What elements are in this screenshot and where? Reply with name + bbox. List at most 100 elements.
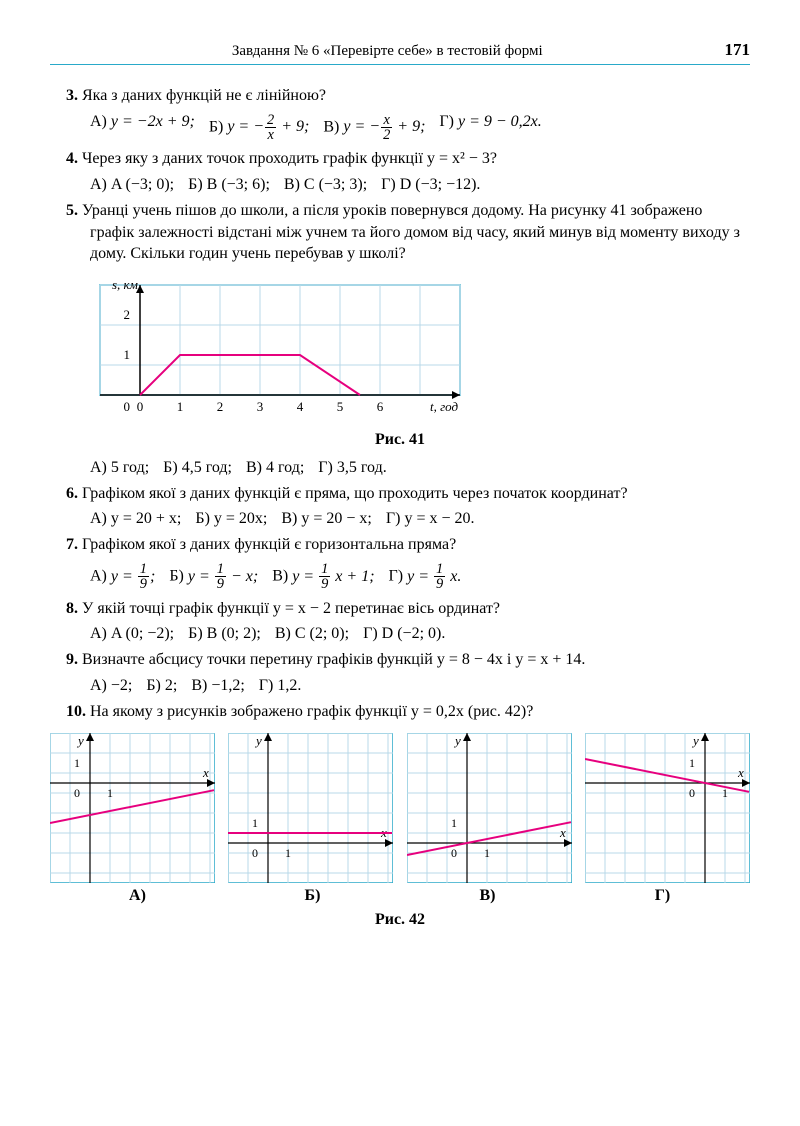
svg-text:x: x: [559, 825, 566, 840]
option-d: Г) y = 19 x.: [389, 562, 462, 592]
figure-42-panel-a: y x 0 1 1: [50, 733, 215, 883]
option-c: В) y = 20 − x;: [281, 510, 372, 528]
label-d: Г): [575, 887, 750, 905]
problem-number: 4.: [66, 150, 78, 167]
problem-number: 7.: [66, 536, 78, 553]
svg-text:y: y: [453, 733, 461, 748]
label-a: А): [50, 887, 225, 905]
problem-6: 6. Графіком якої з даних функцій є пряма…: [50, 483, 750, 505]
problem-text: Через яку з даних точок проходить графік…: [82, 150, 497, 167]
problem-text: Уранці учень пішов до школи, а після уро…: [82, 202, 740, 262]
problem-9: 9. Визначте абсцису точки перетину графі…: [50, 649, 750, 671]
option-b: Б) 4,5 год;: [163, 459, 232, 477]
problem-3: 3. Яка з даних функцій не є лінійною?: [50, 85, 750, 107]
option-c: В) y = 19 x + 1;: [272, 562, 374, 592]
figure-41-caption: Рис. 41: [50, 431, 750, 449]
option-a: А) A (−3; 0);: [90, 176, 174, 194]
option-b: Б) 2;: [146, 677, 177, 695]
problem-text: На якому з рисунків зображено графік фун…: [90, 703, 533, 720]
problem-text: Визначте абсцису точки перетину графіків…: [82, 651, 585, 668]
option-b: Б) B (−3; 6);: [188, 176, 270, 194]
svg-text:0: 0: [689, 786, 695, 800]
option-d: Г) 1,2.: [259, 677, 302, 695]
figure-42-labels: А) Б) В) Г): [50, 887, 750, 905]
option-b: Б) y = 20x;: [195, 510, 267, 528]
svg-text:0: 0: [124, 399, 131, 414]
label-c: В): [400, 887, 575, 905]
svg-text:4: 4: [297, 399, 304, 414]
figure-42-panel-d: yx011: [585, 733, 750, 883]
figure-42-panel-c: y x 0 1 1: [407, 733, 572, 883]
svg-text:5: 5: [337, 399, 344, 414]
svg-text:2: 2: [124, 307, 131, 322]
svg-text:1: 1: [484, 846, 490, 860]
problem-number: 9.: [66, 651, 78, 668]
svg-text:0: 0: [137, 399, 144, 414]
svg-text:1: 1: [285, 846, 291, 860]
figure-42-panels: y x 0 1 1 y x 0 1 1 y x 0 1 1 y x 0 1 1: [50, 733, 750, 883]
option-d: Г) y = x − 20.: [386, 510, 475, 528]
problem-8: 8. У якій точці графік функції y = x − 2…: [50, 598, 750, 620]
svg-text:1: 1: [107, 786, 113, 800]
svg-text:1: 1: [74, 756, 80, 770]
problem-number: 8.: [66, 600, 78, 617]
problem-number: 3.: [66, 87, 78, 104]
option-b: Б) y = −2x + 9;: [209, 113, 310, 143]
option-a: А) A (0; −2);: [90, 625, 174, 643]
problem-7: 7. Графіком якої з даних функцій є гориз…: [50, 534, 750, 556]
page-header: Завдання № 6 «Перевірте себе» в тестовій…: [50, 40, 750, 65]
problem-4: 4. Через яку з даних точок проходить гра…: [50, 148, 750, 170]
problem-text: У якій точці графік функції y = x − 2 пе…: [82, 600, 500, 617]
svg-text:2: 2: [217, 399, 224, 414]
option-d: Г) D (−3; −12).: [381, 176, 480, 194]
svg-text:y: y: [691, 733, 699, 748]
figure-42-caption: Рис. 42: [50, 911, 750, 929]
option-c: В) −1,2;: [191, 677, 244, 695]
page-number: 171: [725, 40, 751, 60]
svg-text:1: 1: [177, 399, 184, 414]
option-c: В) C (−3; 3);: [284, 176, 367, 194]
option-c: В) 4 год;: [246, 459, 304, 477]
svg-text:y: y: [254, 733, 262, 748]
problem-number: 10.: [66, 703, 86, 720]
problem-7-options: А) y = 19; Б) y = 19 − x; В) y = 19 x + …: [90, 562, 750, 592]
svg-text:y: y: [76, 733, 84, 748]
option-d: Г) y = 9 − 0,2x.: [439, 113, 541, 143]
problem-5: 5. Уранці учень пішов до школи, а після …: [50, 200, 750, 265]
option-c: В) y = −x2 + 9;: [323, 113, 425, 143]
svg-text:1: 1: [124, 347, 131, 362]
problem-5-options: А) 5 год; Б) 4,5 год; В) 4 год; Г) 3,5 г…: [90, 459, 750, 477]
header-title: Завдання № 6 «Перевірте себе» в тестовій…: [50, 43, 725, 60]
svg-text:1: 1: [451, 816, 457, 830]
label-b: Б): [225, 887, 400, 905]
option-d: Г) D (−2; 0).: [363, 625, 445, 643]
figure-41-chart: 0123456120s, кмt, год: [90, 275, 750, 425]
option-d: Г) 3,5 год.: [318, 459, 386, 477]
problem-8-options: А) A (0; −2); Б) B (0; 2); В) C (2; 0); …: [90, 625, 750, 643]
svg-text:3: 3: [257, 399, 264, 414]
svg-text:6: 6: [377, 399, 384, 414]
svg-text:0: 0: [252, 846, 258, 860]
svg-text:t, год: t, год: [430, 399, 459, 414]
problem-3-options: А) y = −2x + 9; Б) y = −2x + 9; В) y = −…: [90, 113, 750, 143]
svg-text:1: 1: [252, 816, 258, 830]
option-a: А) y = −2x + 9;: [90, 113, 195, 143]
problem-number: 5.: [66, 202, 78, 219]
problem-4-options: А) A (−3; 0); Б) B (−3; 6); В) C (−3; 3)…: [90, 176, 750, 194]
option-b: Б) B (0; 2);: [188, 625, 261, 643]
option-a: А) y = 20 + x;: [90, 510, 181, 528]
option-a: А) y = 19;: [90, 562, 155, 592]
svg-text:1: 1: [689, 756, 695, 770]
option-c: В) C (2; 0);: [275, 625, 349, 643]
option-a: А) −2;: [90, 677, 132, 695]
svg-text:0: 0: [74, 786, 80, 800]
svg-text:x: x: [737, 765, 744, 780]
problem-6-options: А) y = 20 + x; Б) y = 20x; В) y = 20 − x…: [90, 510, 750, 528]
figure-42-panel-b: yx011: [228, 733, 393, 883]
problem-number: 6.: [66, 485, 78, 502]
problem-text: Яка з даних функцій не є лінійною?: [82, 87, 326, 104]
option-b: Б) y = 19 − x;: [169, 562, 258, 592]
option-a: А) 5 год;: [90, 459, 149, 477]
svg-text:x: x: [202, 765, 209, 780]
svg-text:0: 0: [451, 846, 457, 860]
